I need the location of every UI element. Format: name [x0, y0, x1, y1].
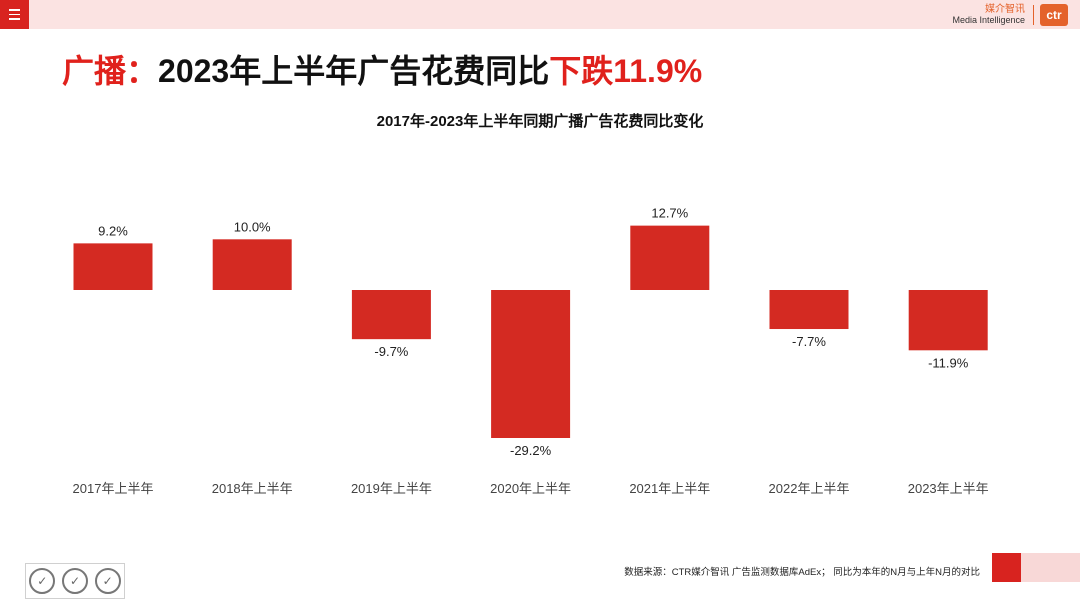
menu-icon[interactable]: [0, 0, 29, 29]
page-title: 广播：2023年上半年广告花费同比下跌11.9%: [62, 46, 702, 92]
data-label: -7.7%: [792, 334, 826, 349]
corner-block-pink: [1021, 553, 1080, 582]
sgs-cert-icon: ✓: [29, 568, 56, 594]
category-label: 2022年上半年: [769, 481, 850, 496]
category-label: 2018年上半年: [212, 481, 293, 496]
title-part-3: 下跌11.9%: [549, 53, 703, 89]
category-label: 2017年上半年: [73, 481, 154, 496]
brand-divider: [1033, 5, 1034, 25]
chart-title: 2017年-2023年上半年同期广播广告花费同比变化: [376, 113, 704, 130]
bar-2021年上半年: [630, 225, 710, 290]
bar-2023年上半年: [908, 290, 988, 351]
cert-logos: ✓ ✓ ✓: [25, 563, 125, 599]
data-label: 12.7%: [651, 206, 688, 221]
category-label: 2021年上半年: [629, 481, 710, 496]
category-label: 2023年上半年: [908, 481, 989, 496]
brand-cn: 媒介智讯: [985, 4, 1025, 15]
category-label: 2020年上半年: [490, 481, 571, 496]
bar-2022年上半年: [769, 290, 849, 330]
bar-2017年上半年: [73, 243, 153, 290]
title-part-2: 2023年上半年广告花费同比: [158, 53, 550, 89]
data-source: 数据来源：CTR媒介智讯 广告监测数据库AdEx； 同比为本年的N月与上年N月的…: [624, 567, 980, 578]
data-label: -11.9%: [928, 355, 969, 370]
top-bar: 媒介智讯 Media Intelligence ctr: [0, 0, 1080, 29]
brand: 媒介智讯 Media Intelligence ctr: [952, 4, 1068, 26]
sgs-cert-icon: ✓: [94, 568, 121, 594]
corner-block-red: [992, 553, 1021, 582]
sgs-cert-icon: ✓: [61, 568, 88, 594]
category-label: 2019年上半年: [351, 481, 432, 496]
data-label: -9.7%: [374, 344, 408, 359]
bar-2018年上半年: [212, 239, 292, 290]
data-label: 9.2%: [98, 223, 128, 238]
bar-2019年上半年: [351, 290, 431, 340]
ctr-logo: ctr: [1040, 4, 1068, 26]
bar-2020年上半年: [491, 290, 571, 438]
data-label: 10.0%: [234, 219, 271, 234]
data-label: -29.2%: [510, 443, 552, 458]
title-part-1: 广播：: [62, 53, 159, 89]
brand-en: Media Intelligence: [952, 15, 1025, 25]
